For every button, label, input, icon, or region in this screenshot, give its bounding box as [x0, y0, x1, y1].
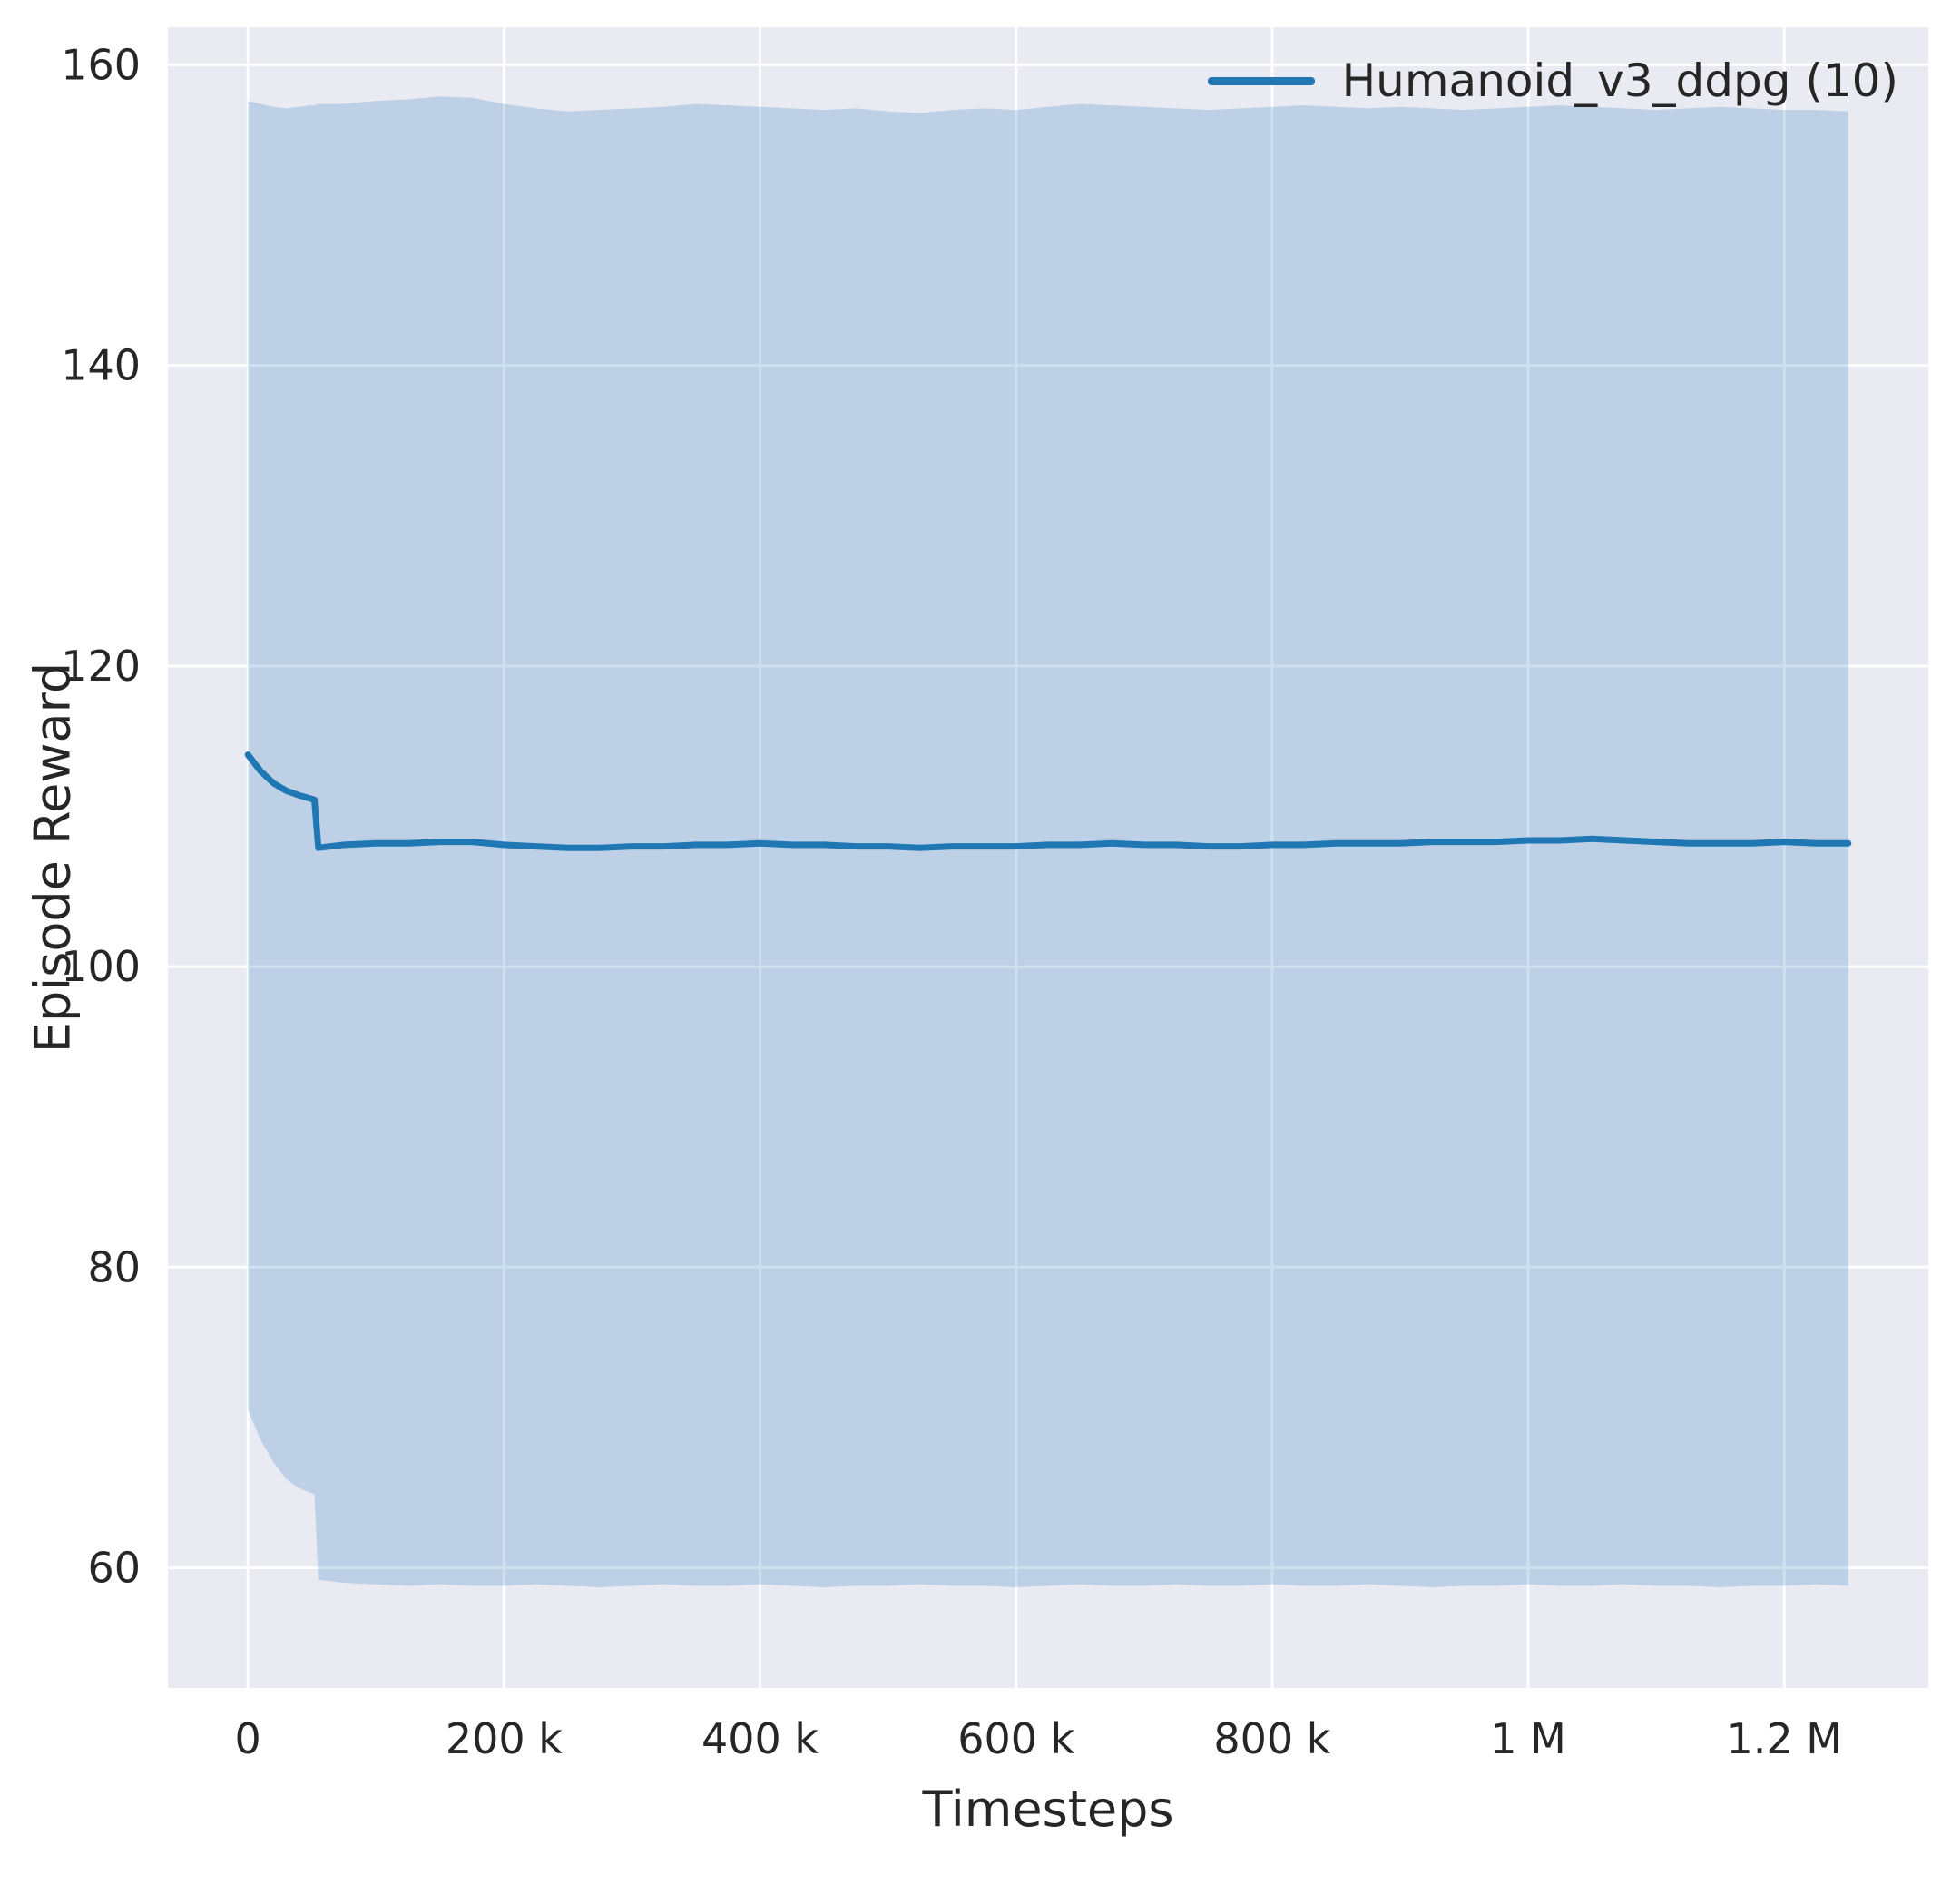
y-tick-label: 80	[87, 1242, 141, 1291]
legend-line-sample	[1207, 76, 1315, 85]
x-tick-label: 400 k	[701, 1714, 819, 1763]
y-tick-label: 60	[87, 1544, 141, 1593]
x-tick-label: 200 k	[446, 1714, 563, 1763]
x-axis-label: Timesteps	[922, 1781, 1174, 1838]
y-tick-label: 120	[61, 642, 141, 691]
x-tick-label: 1.2 M	[1727, 1714, 1842, 1763]
y-tick-label: 160	[61, 40, 141, 89]
y-tick-label: 140	[61, 341, 141, 390]
x-tick-label: 0	[235, 1714, 261, 1763]
axes-background	[168, 27, 1928, 1688]
legend: Humanoid_v3_ddpg (10)	[1207, 54, 1898, 107]
x-tick-label: 1 M	[1490, 1714, 1566, 1763]
x-tick-label: 800 k	[1213, 1714, 1330, 1763]
x-tick-label: 600 k	[957, 1714, 1074, 1763]
mean-line	[244, 751, 1852, 851]
legend-entry-label: Humanoid_v3_ddpg (10)	[1341, 54, 1898, 107]
y-axis-label: Episode Reward	[24, 662, 82, 1054]
y-tick-label: 100	[61, 942, 141, 991]
